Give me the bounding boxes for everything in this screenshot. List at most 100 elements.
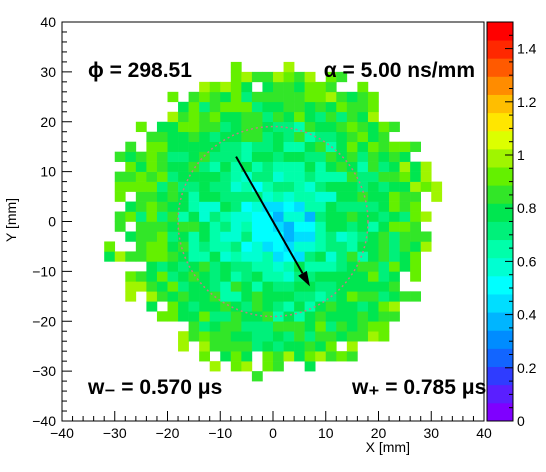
heatmap-cell xyxy=(378,321,390,332)
heatmap-cell xyxy=(378,161,390,172)
heatmap-cell xyxy=(220,301,232,312)
heatmap-cell xyxy=(378,121,390,133)
heatmap-cell xyxy=(346,341,358,352)
heatmap-cell xyxy=(315,141,327,152)
heatmap-cell xyxy=(156,241,168,252)
heatmap-cell xyxy=(178,161,189,172)
heatmap-cell xyxy=(283,171,295,182)
heatmap-cell xyxy=(304,171,316,182)
heatmap-cell xyxy=(251,271,263,282)
heatmap-cell xyxy=(178,201,189,212)
colorbar-segment xyxy=(487,312,513,331)
heatmap-cell xyxy=(209,241,221,252)
heatmap-cell xyxy=(283,351,295,362)
heatmap-cell xyxy=(220,101,232,113)
heatmap-cell xyxy=(146,201,158,212)
colorbar-tick-label: 1.4 xyxy=(517,41,537,57)
heatmap-cell xyxy=(209,191,221,202)
alpha-annotation: α = 5.00 ns/mm xyxy=(324,59,475,82)
heatmap-cell xyxy=(220,81,232,93)
heatmap-cell xyxy=(209,341,221,352)
heatmap-cell xyxy=(367,191,379,202)
heatmap-cell xyxy=(220,121,232,133)
heatmap-cell xyxy=(251,291,263,302)
heatmap-cell xyxy=(367,321,379,332)
colorbar-segment xyxy=(487,294,513,313)
heatmap-cell xyxy=(135,181,147,192)
heatmap-cell xyxy=(294,201,305,212)
heatmap-cell xyxy=(357,161,369,172)
heatmap-cell xyxy=(241,201,253,212)
heatmap-cell xyxy=(241,331,253,342)
heatmap-cell xyxy=(241,211,253,222)
heatmap-cell xyxy=(273,121,284,133)
heatmap-cell xyxy=(199,151,210,162)
heatmap-cell xyxy=(336,271,348,282)
heatmap-cell xyxy=(262,361,274,372)
heatmap-cell xyxy=(230,321,242,332)
heatmap-cell xyxy=(146,171,158,182)
heatmap-cell xyxy=(389,191,400,202)
heatmap-cell xyxy=(220,251,232,262)
heatmap-cell xyxy=(304,181,316,192)
heatmap-cell xyxy=(251,131,263,143)
heatmap-cell xyxy=(273,261,284,272)
heatmap-cell xyxy=(304,301,316,312)
heatmap-cell xyxy=(178,271,189,282)
w-plus-annotation: w₊ = 0.785 μs xyxy=(351,376,486,399)
heatmap-cell xyxy=(251,221,263,232)
heatmap-cell xyxy=(273,141,284,152)
colorbar-segment xyxy=(487,203,513,222)
heatmap-cell xyxy=(241,151,253,162)
heatmap-cell xyxy=(167,311,179,322)
heatmap-cell xyxy=(389,271,400,282)
heatmap-cell xyxy=(346,211,358,222)
heatmap-cell xyxy=(241,91,253,103)
heatmap-cell xyxy=(420,211,432,222)
heatmap-cell xyxy=(146,211,158,222)
heatmap-cell xyxy=(304,201,316,212)
heatmap-cell xyxy=(304,271,316,282)
heatmap-cell xyxy=(294,221,305,232)
heatmap-cell xyxy=(156,261,168,272)
heatmap-cell xyxy=(294,71,305,83)
heatmap-cell xyxy=(378,141,390,152)
heatmap-cell xyxy=(156,211,168,222)
x-tick-label: −30 xyxy=(103,425,127,441)
heatmap-cell xyxy=(220,271,232,282)
heatmap-cell xyxy=(315,131,327,143)
heatmap-cell xyxy=(209,301,221,312)
heatmap-cell xyxy=(410,181,421,192)
heatmap-cell xyxy=(294,241,305,252)
heatmap-cell xyxy=(178,341,189,352)
heatmap-cell xyxy=(241,341,253,352)
heatmap-cell xyxy=(178,211,189,222)
heatmap-cell xyxy=(146,251,158,262)
heatmap-cell xyxy=(336,191,348,202)
heatmap-cell xyxy=(357,121,369,133)
heatmap-cell xyxy=(188,221,200,232)
heatmap-cell xyxy=(346,221,358,232)
heatmap-cell xyxy=(167,271,179,282)
heatmap-cell xyxy=(325,141,337,152)
heatmap-cell xyxy=(199,221,210,232)
heatmap-cell xyxy=(336,351,348,362)
heatmap-cell xyxy=(251,141,263,152)
heatmap-cell xyxy=(399,141,411,152)
heatmap-cell xyxy=(209,141,221,152)
heatmap-cell xyxy=(188,241,200,252)
x-tick-label: 20 xyxy=(371,425,387,441)
heatmap-cell xyxy=(209,331,221,342)
colorbar xyxy=(486,21,514,422)
heatmap-cell xyxy=(167,181,179,192)
heatmap-cell xyxy=(273,201,284,212)
heatmap-cell xyxy=(209,261,221,272)
heatmap-cell xyxy=(325,271,337,282)
heatmap-cell xyxy=(378,171,390,182)
heatmap-cell xyxy=(325,91,337,103)
heatmap-cell xyxy=(220,331,232,342)
heatmap-cell xyxy=(304,121,316,133)
heatmap-cell xyxy=(378,301,390,312)
heatmap-cell xyxy=(188,211,200,222)
heatmap-cell xyxy=(357,291,369,302)
